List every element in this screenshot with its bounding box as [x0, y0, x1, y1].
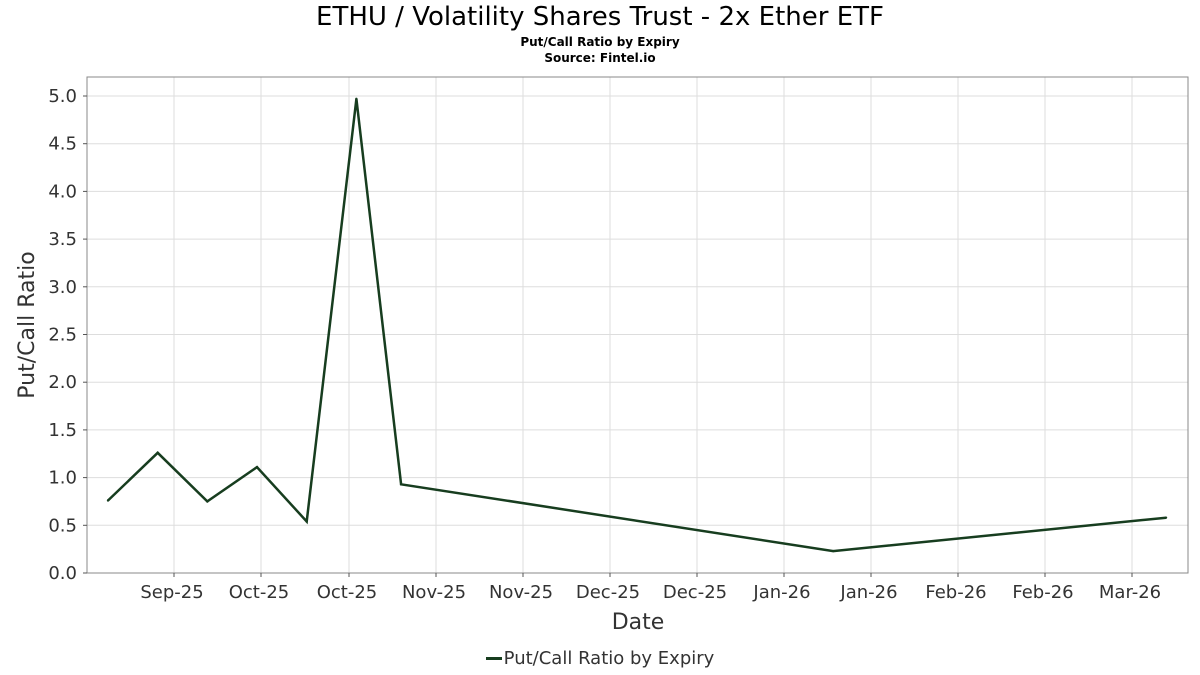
- y-tick-label: 4.0: [48, 181, 77, 202]
- x-tick-label: Jan-26: [839, 582, 897, 603]
- y-tick-label: 4.5: [48, 134, 77, 155]
- x-tick-label: Oct-25: [317, 582, 378, 603]
- x-tick-label: Sep-25: [140, 582, 203, 603]
- data-point: [255, 465, 259, 469]
- x-tick-label: Oct-25: [229, 582, 290, 603]
- y-tick-label: 1.0: [48, 468, 77, 489]
- plot-frame: [86, 76, 1189, 574]
- data-point: [106, 499, 110, 502]
- y-tick-label: 2.0: [48, 372, 77, 393]
- gridlines: [87, 77, 1188, 574]
- x-tick-label: Feb-26: [925, 582, 986, 603]
- x-axis: Sep-25 Oct-25 Oct-25 Nov-25 Nov-25 Dec-25 Dec-…: [140, 573, 1161, 603]
- x-tick-label: Feb-26: [1012, 582, 1073, 603]
- y-tick-label: 5.0: [48, 86, 77, 107]
- x-tick-label: Jan-26: [752, 582, 810, 603]
- y-tick-label: 0.5: [48, 515, 77, 536]
- series-layer: [106, 97, 1168, 553]
- legend[interactable]: Put/Call Ratio by Expiry: [0, 648, 1200, 669]
- x-tick-label: Nov-25: [489, 582, 553, 603]
- x-tick-label: Dec-25: [576, 582, 640, 603]
- y-tick-label: 2.5: [48, 325, 77, 346]
- data-point: [156, 451, 159, 454]
- data-point: [832, 549, 835, 553]
- y-tick-label: 3.5: [48, 229, 77, 250]
- x-tick-label: Nov-25: [402, 582, 466, 603]
- data-point: [206, 500, 209, 503]
- y-tick-label: 0.0: [48, 563, 77, 584]
- data-point: [305, 520, 308, 523]
- y-tick-label: 3.0: [48, 277, 77, 298]
- x-tick-label: Mar-26: [1099, 582, 1161, 603]
- chart-source: Source: Fintel.io: [544, 51, 656, 65]
- data-point: [399, 483, 403, 486]
- legend-label: Put/Call Ratio by Expiry: [503, 648, 715, 669]
- x-axis-title: Date: [612, 610, 665, 635]
- y-axis: 0.0 0.5 1.0 1.5 2.0 2.5 3.0 3.5 4.0 4.5 5.0: [48, 86, 87, 584]
- y-axis-title: Put/Call Ratio: [15, 251, 40, 398]
- x-tick-label: Dec-25: [663, 582, 727, 603]
- chart-subtitle: Put/Call Ratio by Expiry: [520, 35, 680, 49]
- data-point: [1164, 516, 1168, 519]
- chart-title: ETHU / Volatility Shares Trust - 2x Ethe…: [316, 2, 884, 32]
- legend-swatch: [485, 656, 502, 660]
- y-tick-label: 1.5: [48, 420, 77, 441]
- data-point: [355, 97, 358, 101]
- series-line-put-call-ratio: [107, 98, 1167, 553]
